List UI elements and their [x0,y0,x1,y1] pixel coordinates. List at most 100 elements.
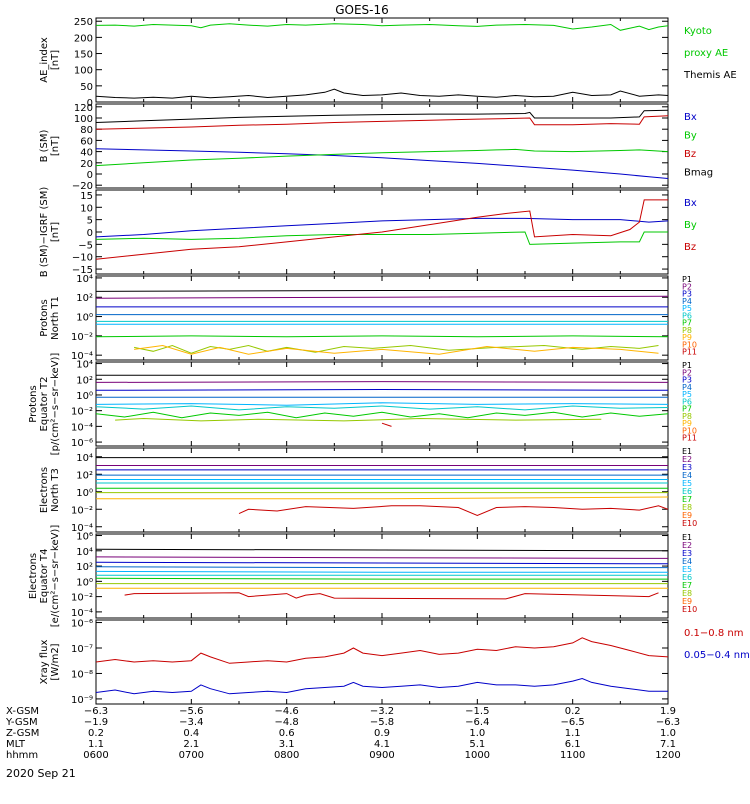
legend-entry: E1 [682,447,692,456]
panel-frame [95,17,669,103]
y-tick-label: 0 [87,170,93,181]
y-axis-label-line: [nT] [50,136,61,156]
y-axis-label: AE_index[nT] [39,37,61,83]
legend-entry: E7 [682,581,692,590]
x-row-value: 1000 [465,750,490,761]
y-tick-label: 10⁰ [76,391,93,402]
series-line-bz [96,115,668,130]
y-tick-label: 10⁴ [76,453,93,464]
y-axis-label: ProtonsNorth T1 [39,296,61,340]
legend-entry: P2 [682,282,692,291]
x-row-value: 2.1 [183,739,199,750]
series-line-p3 [96,388,668,391]
y-tick-label: 40 [80,148,93,159]
y-tick-label: −15 [72,265,93,276]
legend-entry: P5 [682,304,692,313]
x-row-value: −3.4 [179,717,203,728]
y-tick-label: −5 [78,240,93,251]
x-row-value: 1.0 [660,728,676,739]
x-row-value: −3.2 [370,706,394,717]
y-tick-label: 15 [80,191,93,202]
y-axis-label-line: [e/(cm²−s−sr−keV)] [50,525,61,628]
legend-entry: E8 [682,503,692,512]
series-line-themis-ae [96,88,668,99]
legend-entry: P1 [682,361,692,370]
legend-entry: P7 [682,319,692,328]
y-tick-label: 0 [87,98,93,109]
legend-entry: Bz [684,149,696,160]
y-tick-label: 10 [80,203,93,214]
legend-entry: E2 [682,541,692,550]
y-tick-label: 10⁻⁴ [71,422,93,433]
legend-entry: E3 [682,463,692,472]
legend-entry: Bx [684,112,697,123]
legend-entry: E4 [682,557,692,566]
legend-entry: proxy AE [684,48,728,59]
y-tick-label: 10⁰ [76,488,93,499]
legend-entry: P11 [682,348,697,357]
legend-entry: E4 [682,471,692,480]
legend-entry: 0.1−0.8 nm [684,628,743,639]
y-tick-label: 10⁻² [71,407,93,418]
y-axis-label-line: B (SM) [39,129,50,162]
series-line-bx [96,148,668,179]
y-tick-label: 10⁴ [76,274,93,285]
x-row-value: 0.9 [374,728,390,739]
y-tick-label: 10² [76,470,93,481]
legend-entry: P3 [682,376,692,385]
legend-entry: Bx [684,198,697,209]
x-row-value: −4.8 [275,717,299,728]
legend-entry: P10 [682,340,697,349]
y-tick-label: 50 [80,82,93,93]
x-row-label: Z-GSM [6,728,39,739]
series-line-p7 [96,411,668,419]
legend-entry: E7 [682,495,692,504]
series-line-e3 [96,561,668,565]
series-line-p9 [134,344,659,355]
legend-entry: E10 [682,605,697,614]
legend-entry: E8 [682,589,692,598]
series-line-e7 [96,577,668,580]
legend-entry: P5 [682,390,692,399]
series-line-bmag [96,109,668,123]
y-axis-label: B (SM)[nT] [39,129,61,162]
y-axis-label-line: Electrons [39,467,50,513]
x-row-value: −6.3 [656,717,680,728]
x-row-value: 6.1 [565,739,581,750]
x-row-value: 1.0 [469,728,485,739]
x-row-value: 0600 [83,750,108,761]
y-axis-label: Xray flux[W/m2] [39,640,61,685]
legend-entry: By [684,131,697,142]
legend-entry: P4 [682,383,692,392]
panel-p_t1: 10⁻⁴ 10⁻² 10⁰ 10² 10⁴ ProtonsNorth T1 P1P2P3P4… [39,274,697,362]
x-row-value: 1100 [560,750,585,761]
x-row-value: 0.4 [183,728,199,739]
series-line-p5 [96,402,668,406]
y-axis-label-line: [nT] [50,222,61,242]
y-tick-label: 10⁴ [76,547,93,558]
legend-entry: P3 [682,290,692,299]
legend-entry: P7 [682,405,692,414]
y-axis-label-line: [nT] [50,50,61,70]
legend-entry: 0.05−0.4 nm [684,650,750,661]
legend-entry: E10 [682,519,697,528]
series-line-p8 [133,344,659,354]
x-row-value: −1.5 [465,706,489,717]
panel-p_t2: 10⁻⁶ 10⁻⁴ 10⁻² 10⁰ 10² 10⁴ ProtonsEquator T2[p… [28,353,697,456]
y-tick-label: 10⁻² [71,505,93,516]
series-line-e10 [124,592,659,600]
series-line-p2 [96,381,668,383]
legend-entry: E5 [682,479,692,488]
legend-entry: E1 [682,533,692,542]
series-line-p10 [381,422,392,427]
y-tick-label: 100 [74,66,93,77]
y-tick-label: 10⁻⁶ [71,619,93,630]
x-row-value: −6.5 [561,717,585,728]
y-tick-label: 10⁻⁹ [71,695,93,706]
y-axis-label: B (SM)−IGRF (SM)[nT] [39,187,61,278]
legend-entry: P10 [682,426,697,435]
y-tick-label: 10⁻⁴ [71,351,93,362]
legend-entry: P9 [682,333,692,342]
